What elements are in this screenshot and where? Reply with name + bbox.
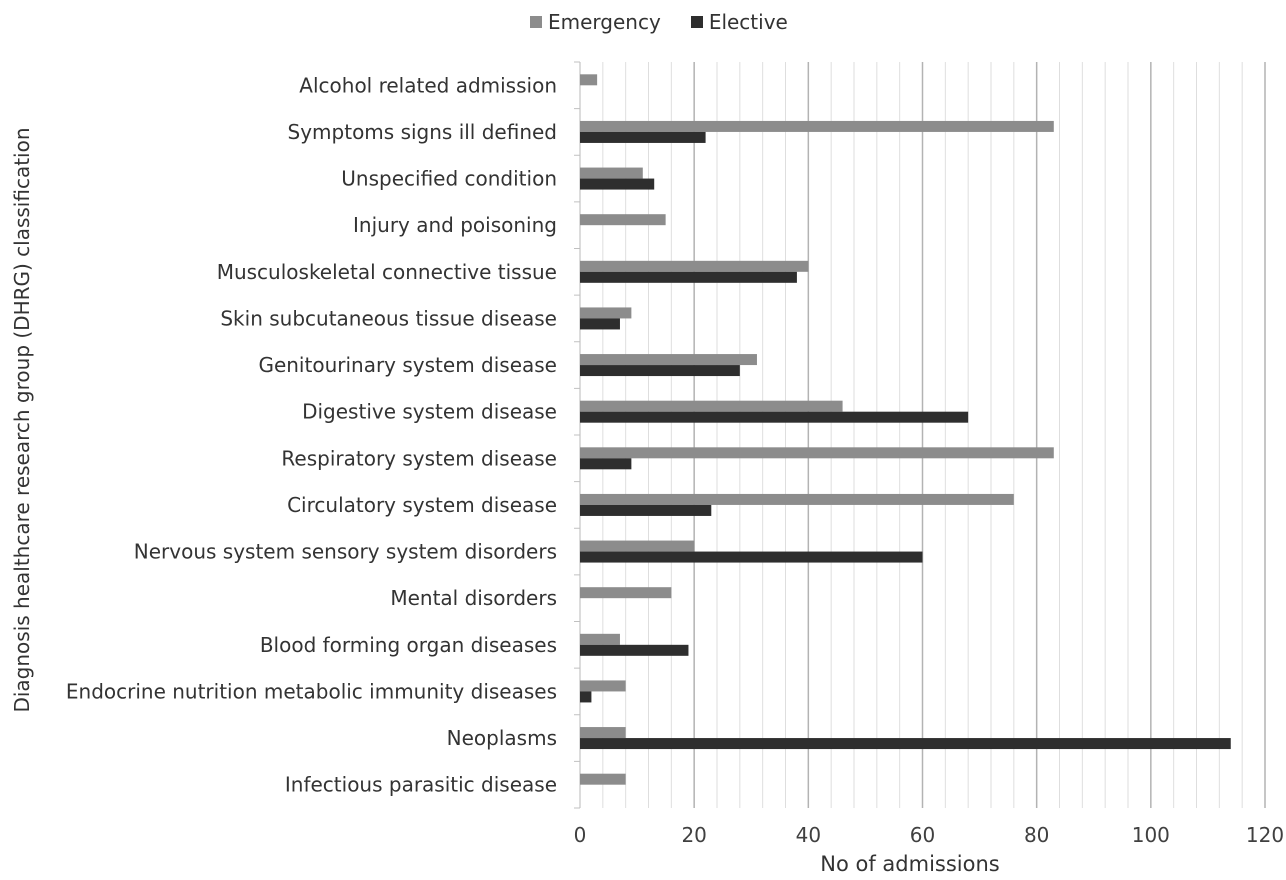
x-tick-label: 120 <box>1246 823 1284 847</box>
category-label: Infectious parasitic disease <box>285 773 557 797</box>
category-label: Injury and poisoning <box>353 213 557 237</box>
x-tick-label: 20 <box>681 823 706 847</box>
category-label: Mental disorders <box>390 586 557 610</box>
bar-emergency <box>580 214 666 226</box>
legend-item-emergency: Emergency <box>530 10 661 34</box>
bar-elective <box>580 504 712 516</box>
legend-label-elective: Elective <box>708 10 788 34</box>
bar-emergency <box>580 773 626 785</box>
legend-label-emergency: Emergency <box>548 10 661 34</box>
category-label: Respiratory system disease <box>281 446 557 470</box>
category-label: Digestive system disease <box>302 400 557 424</box>
category-label: Nervous system sensory system disorders <box>134 540 557 564</box>
bar-emergency <box>580 260 809 272</box>
bar-elective <box>580 178 655 190</box>
category-label: Endocrine nutrition metabolic immunity d… <box>66 679 557 703</box>
bar-emergency <box>580 727 626 739</box>
bar-emergency <box>580 540 695 552</box>
bar-emergency <box>580 400 843 412</box>
legend-swatch-elective <box>690 16 703 28</box>
bar-elective <box>580 271 797 283</box>
category-label: Symptoms signs ill defined <box>288 120 557 144</box>
bar-elective <box>580 458 632 470</box>
x-tick-label: 60 <box>910 823 935 847</box>
bar-emergency <box>580 167 643 179</box>
bar-emergency <box>580 74 598 86</box>
category-label: Circulatory system disease <box>287 493 557 517</box>
bar-emergency <box>580 447 1054 459</box>
category-label: Skin subcutaneous tissue disease <box>220 306 557 330</box>
category-label: Blood forming organ diseases <box>260 633 557 657</box>
bar-emergency <box>580 493 1014 505</box>
category-label: Musculoskeletal connective tissue <box>217 260 557 284</box>
bar-elective <box>580 411 969 423</box>
bar-emergency <box>580 354 757 366</box>
x-tick-label: 0 <box>574 823 587 847</box>
bar-elective <box>580 365 740 377</box>
bar-emergency <box>580 587 672 599</box>
y-axis-title: Diagnosis healthcare research group (DHR… <box>10 127 34 713</box>
legend-swatch-emergency <box>530 16 542 28</box>
bar-elective <box>580 644 689 656</box>
bar-elective <box>580 551 923 563</box>
bar-emergency <box>580 307 632 319</box>
bar-emergency <box>580 680 626 692</box>
category-label: Unspecified condition <box>341 167 557 191</box>
legend: Emergency Elective <box>530 10 788 34</box>
x-tick-label: 80 <box>1024 823 1049 847</box>
category-label: Neoplasms <box>447 726 557 750</box>
bar-elective <box>580 738 1231 750</box>
category-label: Genitourinary system disease <box>258 353 557 377</box>
legend-item-elective: Elective <box>690 10 788 34</box>
bar-elective <box>580 131 706 143</box>
bar-emergency <box>580 633 620 645</box>
category-label: Alcohol related admission <box>299 73 557 97</box>
x-axis-title: No of admissions <box>820 852 1000 876</box>
bar-elective <box>580 691 592 703</box>
x-tick-label: 100 <box>1132 823 1170 847</box>
bar-elective <box>580 318 620 330</box>
x-tick-label: 40 <box>796 823 821 847</box>
bar-emergency <box>580 120 1054 132</box>
